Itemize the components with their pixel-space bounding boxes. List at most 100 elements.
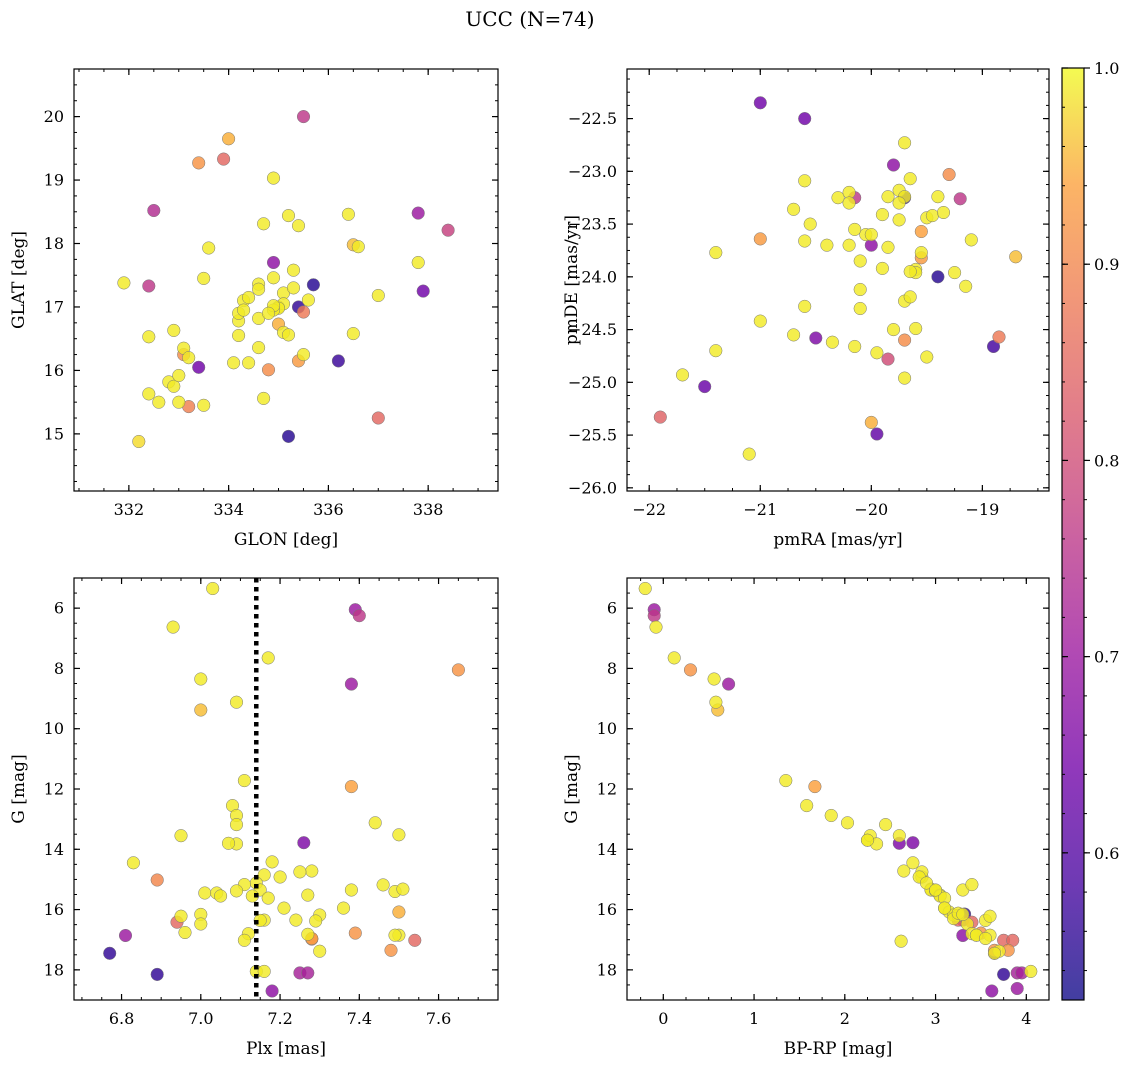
scatter-point (987, 946, 1002, 960)
points-cmd (638, 581, 1038, 998)
scatter-point (649, 620, 663, 634)
scatter-point (441, 223, 455, 237)
scatter-point (853, 301, 867, 316)
scatter-point (898, 136, 912, 150)
y-tick-label: 16 (44, 900, 64, 919)
scatter-point (296, 110, 311, 124)
y-axis-label: GLAT [deg] (9, 231, 29, 329)
scatter-point (126, 856, 140, 870)
scatter-point (800, 799, 814, 813)
scatter-point (281, 328, 296, 342)
scatter-point (194, 672, 208, 686)
scatter-point (192, 156, 206, 170)
scatter-point (313, 944, 327, 958)
scatter-point (798, 112, 812, 126)
scatter-point (371, 288, 385, 303)
scatter-point (257, 964, 271, 978)
scatter-point (698, 380, 712, 394)
scatter-point (965, 878, 979, 892)
scatter-point (451, 663, 465, 677)
scatter-point (273, 870, 287, 884)
scatter-point (683, 663, 698, 677)
scatter-point (266, 271, 281, 285)
scatter-point (376, 878, 390, 892)
scatter-point (931, 190, 945, 204)
scatter-point (266, 171, 281, 185)
scatter-point (709, 246, 723, 260)
y-tick-label: 16 (597, 900, 617, 919)
x-tick-label: 2 (840, 1009, 850, 1028)
x-tick-label: 7.2 (267, 1009, 292, 1028)
scatter-point (309, 914, 323, 928)
colorbar-tick-label: 0.8 (1094, 451, 1119, 470)
scatter-point (344, 883, 358, 897)
scatter-point (881, 352, 895, 366)
scatter-point (245, 889, 259, 903)
x-tick-label: −19 (965, 500, 999, 519)
ticks-plx_g: 6.8 7.0 7.2 7.4 7.6 6 8 10 12 14 16 18 (44, 577, 499, 1028)
ticks-pm: −22 −21 −20 −19 −26.0 −25.5 −25.0 −24.5 −24.0 −23… (568, 69, 1049, 519)
scatter-point (150, 967, 164, 981)
scatter-point (638, 581, 652, 596)
scatter-point (227, 356, 241, 370)
scatter-point (875, 208, 889, 222)
panel-pm: −22 −21 −20 −19 −26.0 −25.5 −25.0 −24.5 −24.0 −23… (562, 68, 1050, 550)
scatter-point (983, 909, 997, 923)
y-tick-label: 18 (44, 234, 64, 253)
scatter-point (820, 238, 834, 252)
scatter-point (892, 196, 906, 210)
scatter-point (301, 966, 315, 980)
scatter-point (881, 240, 895, 254)
scatter-point (853, 254, 867, 268)
scatter-point (237, 933, 251, 947)
colorbar-tick-label: 1.0 (1094, 59, 1119, 78)
scatter-point (257, 868, 271, 882)
x-axis-label: BP-RP [mag] (784, 1039, 893, 1059)
scatter-point (931, 270, 945, 284)
scatter-point (898, 371, 912, 385)
scatter-point (753, 314, 767, 328)
y-tick-label: 12 (44, 780, 64, 799)
scatter-point (301, 927, 315, 941)
scatter-point (291, 219, 306, 233)
scatter-point (787, 202, 801, 216)
scatter-point (906, 856, 920, 870)
scatter-point (925, 209, 939, 223)
scatter-point (825, 335, 839, 349)
scatter-point (809, 331, 823, 345)
scatter-point (222, 132, 236, 146)
scatter-point (281, 429, 296, 443)
scatter-point (261, 363, 276, 377)
scatter-point (172, 395, 186, 409)
scatter-point (392, 905, 406, 919)
x-tick-label: 332 (114, 500, 145, 519)
scatter-point (286, 263, 301, 277)
x-axis-label: pmRA [mas/yr] (773, 530, 902, 550)
scatter-point (352, 609, 366, 623)
scatter-point (229, 695, 244, 709)
scatter-point (948, 266, 962, 280)
scatter-point (341, 207, 355, 221)
scatter-point (261, 306, 276, 320)
y-tick-label: 12 (597, 780, 617, 799)
scatter-point (848, 339, 862, 354)
y-tick-label: 19 (44, 171, 64, 190)
scatter-point (197, 271, 211, 285)
scatter-point (265, 984, 279, 998)
scatter-point (305, 864, 319, 878)
scatter-point (831, 191, 845, 205)
scatter-point (709, 344, 723, 358)
scatter-point (920, 350, 934, 364)
scatter-point (286, 281, 301, 295)
scatter-point (803, 217, 817, 231)
scatter-point (348, 926, 362, 940)
scatter-point (886, 323, 901, 337)
x-tick-label: 338 (413, 500, 444, 519)
y-tick-label: 8 (54, 659, 64, 678)
scatter-point (808, 780, 822, 794)
scatter-point (142, 279, 156, 293)
scatter-point (848, 222, 862, 236)
scatter-point (296, 348, 311, 362)
scatter-point (217, 152, 231, 166)
